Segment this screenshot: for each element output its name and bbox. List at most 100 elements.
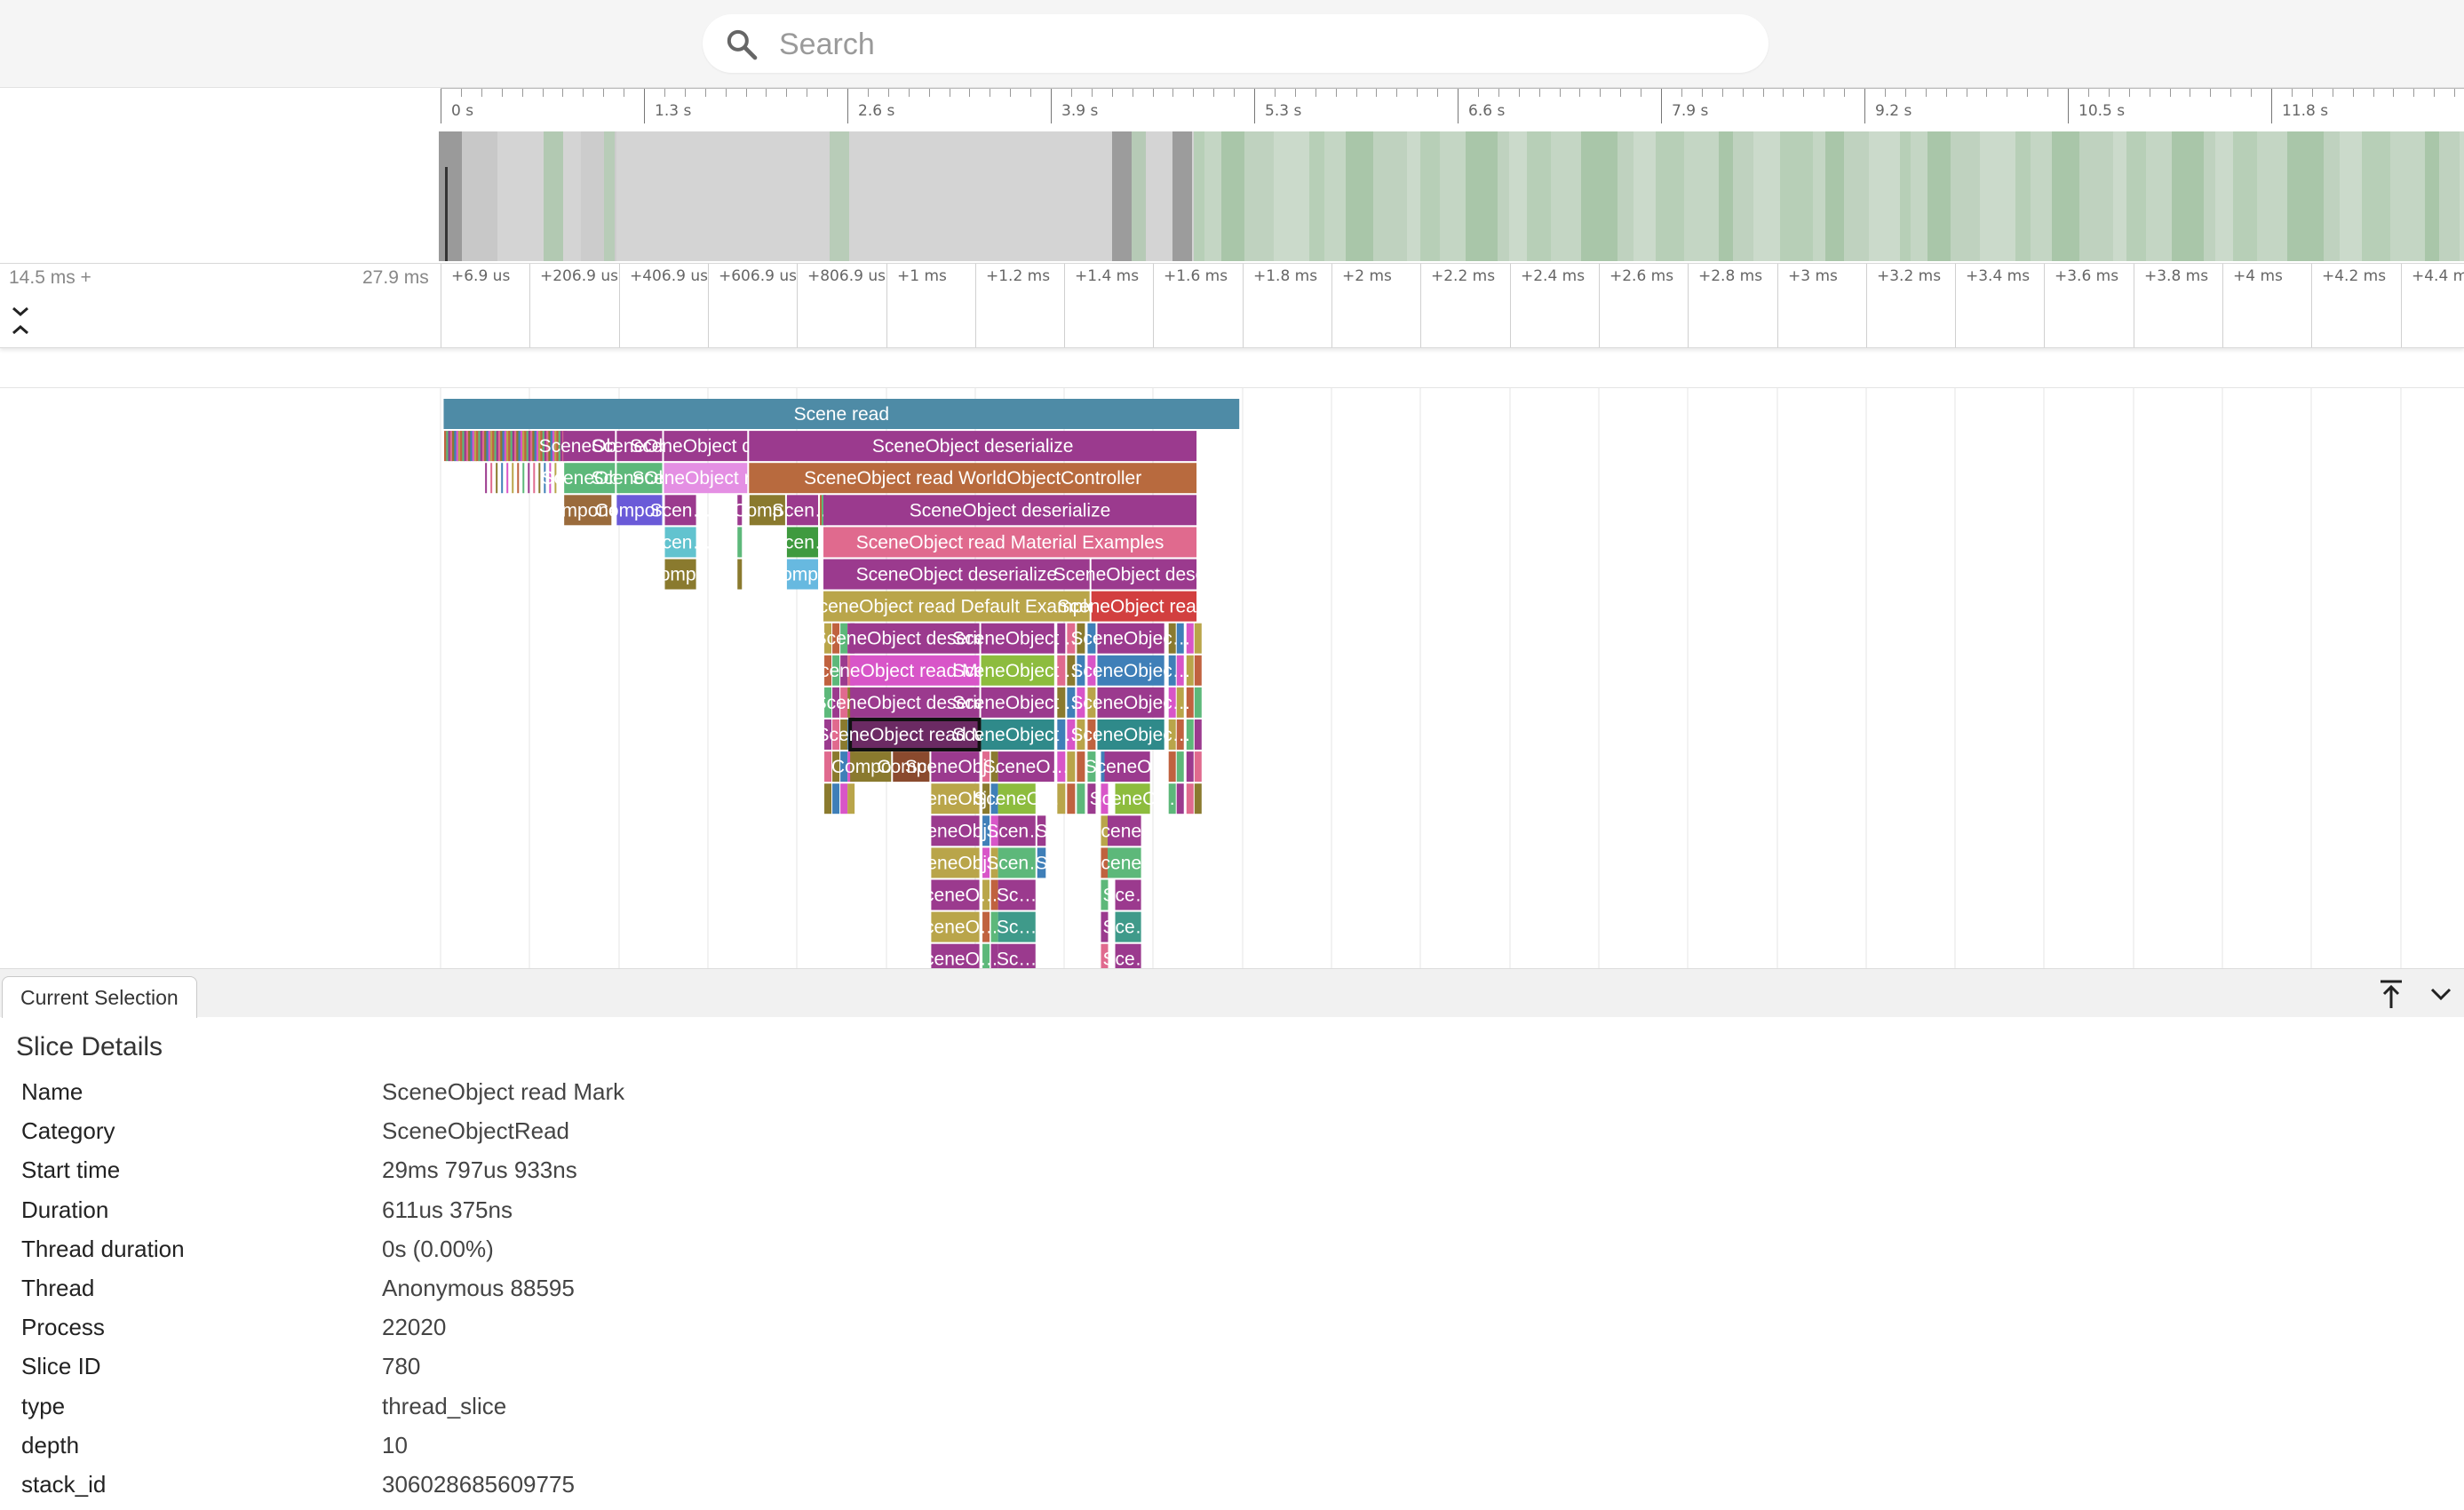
slice-box[interactable] [616, 431, 663, 462]
slice-box[interactable] [786, 495, 819, 526]
slice-box[interactable] [931, 879, 980, 910]
thin-slice[interactable] [558, 431, 561, 462]
thin-slice[interactable] [1077, 687, 1085, 718]
thin-slice[interactable] [492, 431, 496, 462]
thin-slice[interactable] [1067, 655, 1076, 686]
thin-slice[interactable] [1194, 751, 1202, 783]
thin-slice[interactable] [982, 815, 990, 846]
thin-slice[interactable] [1087, 655, 1096, 686]
thin-slice[interactable] [1101, 751, 1109, 783]
slice[interactable]: SceneObj… [905, 815, 1005, 846]
thin-slice[interactable] [1067, 751, 1076, 783]
slice[interactable]: SceneObjec… [1070, 719, 1191, 750]
thin-slice[interactable] [1057, 687, 1066, 718]
thin-slice[interactable] [832, 687, 840, 718]
slice[interactable]: SceneOb… [541, 463, 638, 494]
slice[interactable]: SceneObject deserialize [823, 495, 1197, 526]
thin-slice[interactable] [840, 623, 848, 654]
thin-slice[interactable] [1087, 783, 1096, 815]
thin-slice[interactable] [542, 431, 546, 462]
thin-slice[interactable] [990, 847, 998, 878]
thin-slice[interactable] [1186, 687, 1194, 718]
slice[interactable]: SceneO… [1090, 783, 1176, 815]
slice-box[interactable] [749, 463, 1197, 494]
thin-slice[interactable] [449, 431, 453, 462]
thin-slice[interactable] [1194, 655, 1202, 686]
thin-slice[interactable] [1186, 623, 1194, 654]
thin-slice[interactable] [840, 719, 848, 750]
slice[interactable]: SceneObject deserialize [823, 559, 1090, 590]
thin-slice[interactable] [832, 783, 840, 815]
thin-slice[interactable] [457, 431, 462, 462]
slice-box[interactable] [998, 943, 1036, 969]
slice[interactable]: SceneObject re… [632, 463, 780, 494]
thin-slice[interactable] [824, 783, 832, 815]
thin-slice[interactable] [524, 431, 529, 462]
slice[interactable]: Sc… [997, 879, 1037, 910]
slice-box[interactable] [931, 783, 980, 815]
slice[interactable]: SceneObj… [905, 783, 1005, 815]
thin-slice[interactable] [538, 463, 541, 494]
slice[interactable]: SceneO… [983, 751, 1069, 783]
slice-box[interactable] [998, 911, 1036, 942]
thin-slice[interactable] [505, 431, 510, 462]
slice-box[interactable] [1107, 847, 1141, 878]
thin-slice[interactable] [446, 431, 450, 462]
slice[interactable]: SceneObjec… [1070, 687, 1191, 718]
thin-slice[interactable] [1176, 719, 1184, 750]
thin-slice[interactable] [485, 463, 488, 494]
thin-slice[interactable] [464, 431, 468, 462]
thin-slice[interactable] [488, 431, 492, 462]
thin-slice[interactable] [1186, 783, 1194, 815]
thin-slice[interactable] [534, 431, 537, 462]
slice[interactable]: SceneObject … [952, 655, 1083, 686]
slice[interactable]: Comp… [768, 559, 837, 590]
thin-slice[interactable] [473, 431, 477, 462]
slice-box[interactable] [981, 623, 1054, 654]
thin-slice[interactable] [990, 783, 998, 815]
thin-slice[interactable] [1101, 879, 1109, 910]
thin-slice[interactable] [501, 463, 504, 494]
thin-slice[interactable] [533, 463, 536, 494]
pin-to-top-icon[interactable] [2373, 974, 2409, 1013]
slice[interactable]: Compo… [831, 751, 910, 783]
slice-box[interactable] [786, 527, 819, 558]
thin-slice[interactable] [1168, 751, 1176, 783]
thin-slice[interactable] [1168, 623, 1176, 654]
slice-box[interactable] [564, 463, 616, 494]
slice[interactable]: SceneObjec… [1070, 623, 1191, 654]
slice-box[interactable] [931, 943, 980, 969]
slice-box[interactable] [1037, 815, 1046, 846]
slice-box[interactable] [998, 751, 1054, 783]
thin-slice[interactable] [444, 431, 448, 462]
flame-chart-track[interactable]: Scene read SceneObj… SceneOb… SceneObject d… [0, 387, 2464, 969]
slice[interactable]: Scene read [443, 399, 1240, 429]
slice-box[interactable] [931, 751, 980, 783]
thin-slice[interactable] [832, 751, 840, 783]
thin-slice[interactable] [546, 431, 550, 462]
thin-slice[interactable] [982, 783, 990, 815]
slice-box[interactable] [998, 847, 1036, 878]
thin-slice[interactable] [824, 719, 832, 750]
slice-box[interactable] [850, 655, 980, 686]
slice[interactable]: SceneObjec… [1070, 655, 1191, 686]
slice-box[interactable] [664, 463, 748, 494]
slice[interactable]: Comp… [877, 751, 945, 783]
thin-slice[interactable] [832, 655, 840, 686]
thin-slice[interactable] [1057, 655, 1066, 686]
thin-slice[interactable] [1194, 719, 1202, 750]
thin-slice[interactable] [549, 463, 552, 494]
thin-slice[interactable] [470, 431, 474, 462]
slice-box[interactable] [998, 879, 1036, 910]
thin-slice[interactable] [536, 431, 540, 462]
slice-box[interactable] [823, 495, 1197, 526]
tab-current-selection[interactable]: Current Selection [2, 976, 197, 1018]
slice[interactable]: Sc… [997, 911, 1037, 942]
thin-slice[interactable] [481, 431, 486, 462]
thin-slice[interactable] [990, 815, 998, 846]
thin-slice[interactable] [480, 431, 483, 462]
thin-slice[interactable] [840, 687, 848, 718]
thin-slice[interactable] [1057, 751, 1066, 783]
slice[interactable]: SceneObject deseri… [1053, 559, 1235, 590]
thin-slice[interactable] [1077, 719, 1085, 750]
